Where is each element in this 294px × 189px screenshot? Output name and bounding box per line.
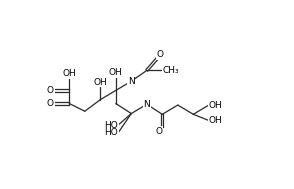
Text: OH: OH	[209, 116, 223, 125]
Text: OH: OH	[93, 78, 107, 87]
Text: O: O	[155, 127, 162, 136]
Text: HO: HO	[104, 128, 118, 137]
Text: OH: OH	[62, 69, 76, 78]
Text: O: O	[47, 99, 54, 108]
Text: N: N	[128, 77, 135, 86]
Text: O: O	[157, 50, 164, 59]
Text: O: O	[47, 86, 54, 95]
Text: N: N	[143, 100, 150, 109]
Text: OH: OH	[109, 68, 123, 77]
Text: HO: HO	[104, 121, 118, 130]
Text: OH: OH	[209, 101, 223, 110]
Text: CH₃: CH₃	[162, 66, 179, 75]
